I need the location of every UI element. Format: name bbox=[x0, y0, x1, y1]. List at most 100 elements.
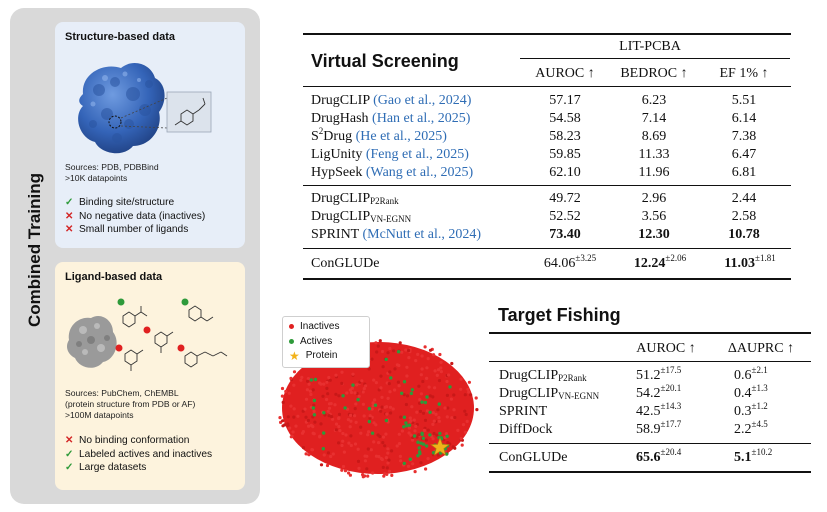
structure-sources-line1: Sources: PDB, PDBBind bbox=[65, 162, 159, 172]
vs-method-name: LigUnity (Feng et al., 2025) bbox=[311, 147, 469, 162]
inactive-point bbox=[289, 404, 293, 408]
inactive-point bbox=[340, 370, 344, 374]
inactive-point bbox=[379, 409, 383, 413]
inactive-point bbox=[349, 434, 353, 438]
inactive-point bbox=[461, 423, 466, 427]
inactive-point bbox=[373, 398, 377, 402]
inactive-point bbox=[386, 461, 390, 465]
inactive-point bbox=[388, 346, 392, 351]
inactive-point bbox=[371, 471, 375, 475]
protein-structure-image bbox=[78, 63, 212, 154]
active-point bbox=[322, 411, 326, 415]
legend-inactives: Inactives bbox=[289, 321, 339, 332]
inactive-point bbox=[370, 407, 374, 411]
inactive-point bbox=[365, 467, 369, 471]
inactive-point bbox=[386, 351, 390, 355]
inactive-point bbox=[386, 447, 390, 451]
check-icon: ✓ bbox=[65, 197, 74, 208]
inactive-point bbox=[344, 433, 348, 437]
col-ef1: EF 1% ↑ bbox=[719, 66, 769, 81]
inactive-point bbox=[437, 379, 442, 383]
inactive-point bbox=[474, 396, 478, 400]
inactive-point bbox=[355, 383, 359, 387]
inactive-point bbox=[299, 378, 303, 382]
structure-box-title: Structure-based data bbox=[65, 31, 176, 43]
vs-cell: 11.96 bbox=[638, 165, 670, 180]
active-point bbox=[402, 415, 407, 419]
inactive-point bbox=[287, 391, 291, 395]
active-point bbox=[313, 377, 318, 382]
inactive-point bbox=[348, 388, 352, 392]
inactive-point bbox=[353, 407, 357, 411]
active-point bbox=[412, 434, 417, 438]
active-point bbox=[407, 423, 412, 427]
inactive-point bbox=[447, 373, 451, 377]
vs-cell: 7.14 bbox=[641, 111, 667, 126]
vs-method-name: HypSeek (Wang et al., 2025) bbox=[311, 165, 474, 180]
active-point bbox=[351, 383, 355, 387]
vs-cell: 11.33 bbox=[638, 147, 670, 162]
inactive-point bbox=[380, 405, 384, 409]
inactive-point bbox=[419, 392, 423, 396]
tf-ours-name: ConGLUDe bbox=[499, 450, 568, 465]
inactive-point bbox=[292, 383, 296, 387]
active-point bbox=[384, 418, 389, 423]
embedding-scatter-plot bbox=[278, 339, 479, 479]
inactive-point bbox=[431, 411, 435, 415]
inactive-point bbox=[381, 465, 385, 469]
group-header-rule bbox=[520, 58, 790, 59]
inactive-point bbox=[337, 412, 342, 416]
vs-method-name: S2Drug (He et al., 2025) bbox=[311, 126, 447, 145]
inactive-point bbox=[439, 366, 443, 370]
inactive-point bbox=[300, 431, 305, 435]
inactive-point bbox=[381, 365, 385, 369]
vs-ours-name: ConGLUDe bbox=[311, 256, 380, 271]
inactive-point bbox=[405, 365, 409, 369]
inactive-point bbox=[326, 409, 330, 413]
vs-cell: 58.23 bbox=[549, 129, 581, 144]
inactive-point bbox=[413, 429, 417, 433]
inactive-point bbox=[280, 394, 284, 398]
cross-icon: ✕ bbox=[65, 224, 74, 235]
ligand-sources-line1: Sources: PubChem, ChEMBL bbox=[65, 388, 179, 398]
inactive-point bbox=[368, 414, 372, 418]
tf-ours-rule bbox=[489, 443, 811, 444]
vs-cell-bold: 10.78 bbox=[728, 227, 760, 242]
inactive-point bbox=[456, 428, 460, 432]
ligand-bullet: ✕ No binding conformation bbox=[65, 435, 190, 446]
inactive-point bbox=[407, 431, 411, 435]
inactive-point bbox=[292, 370, 297, 374]
inactives-marker bbox=[289, 324, 294, 329]
tf-col-dauprc: ΔAUPRC ↑ bbox=[727, 341, 795, 356]
inactive-point bbox=[406, 464, 411, 468]
inactive-point bbox=[334, 392, 338, 396]
inactive-point bbox=[381, 435, 386, 439]
tf-ours-cell: 65.6±20.4 bbox=[636, 447, 682, 466]
inactive-point bbox=[327, 375, 331, 380]
active-point bbox=[445, 434, 449, 438]
inactive-point bbox=[325, 463, 330, 468]
inactive-point bbox=[364, 384, 368, 388]
inactive-point bbox=[331, 417, 335, 421]
structure-bullet: ✕ Small number of ligands bbox=[65, 224, 189, 235]
inactive-point bbox=[431, 395, 435, 399]
inactive-point bbox=[383, 444, 387, 448]
vs-cell: 54.58 bbox=[549, 111, 581, 126]
inactive-point bbox=[431, 422, 435, 426]
active-point bbox=[312, 413, 317, 417]
inactive-point bbox=[435, 373, 439, 377]
inactive-point bbox=[366, 433, 370, 437]
cross-icon: ✕ bbox=[65, 435, 74, 446]
inactive-point bbox=[367, 430, 371, 434]
active-point bbox=[408, 457, 412, 461]
inactive-point bbox=[395, 444, 399, 448]
inactive-point bbox=[377, 441, 381, 445]
vs-cell: 6.23 bbox=[641, 93, 667, 108]
vs-cell: 52.52 bbox=[549, 209, 581, 224]
inactive-point bbox=[306, 418, 310, 423]
inactive-point bbox=[420, 354, 424, 358]
inactive-point bbox=[463, 430, 467, 434]
inactive-point bbox=[391, 407, 395, 411]
inactive-point bbox=[337, 425, 341, 429]
inactive-point bbox=[351, 372, 355, 376]
